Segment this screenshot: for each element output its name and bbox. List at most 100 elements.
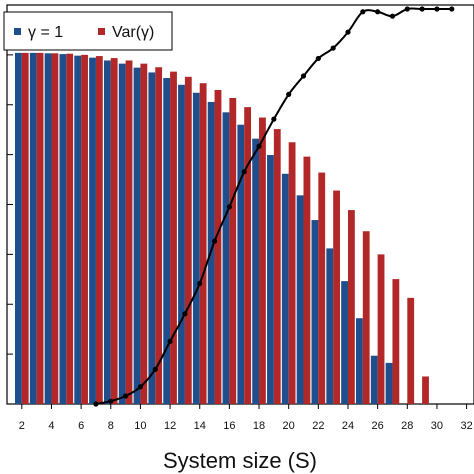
line-point-23 [330,45,336,51]
bar-var-7 [95,56,103,404]
line-point-14 [197,280,203,287]
line-point-28 [404,6,410,12]
x-tick-label-26: 26 [372,420,384,432]
bar-var-11 [155,67,163,405]
bar-var-16 [229,97,237,404]
axes: 2 4 6 8 10 12 14 16 18 20 22 24 26 28 30 32 [7,54,473,432]
legend-swatch-1 [98,28,105,35]
line-point-17 [241,169,247,175]
bar-var-13 [184,76,192,404]
legend-label-0: γ = 1 [28,24,63,41]
line-point-8 [108,398,114,404]
line-point-21 [300,73,307,79]
bar-gamma1-24 [341,281,348,404]
bar-var-2 [21,52,29,404]
x-tick-label-28: 28 [401,420,413,432]
bar-var-28 [407,297,415,404]
bar-gamma1-16 [222,112,230,404]
legend: γ = 1 Var(γ) [3,11,173,51]
x-tick-label-18: 18 [253,420,265,432]
line-point-13 [182,311,188,317]
line-point-31 [449,6,455,12]
bar-var-21 [303,156,311,404]
bar-var-29 [422,376,429,404]
bar-var-5 [66,53,74,405]
x-tick-label-6: 6 [78,420,84,432]
bar-var-17 [244,107,252,404]
bar-gamma1-25 [355,318,363,404]
bar-var-10 [140,63,148,405]
x-tick-label-22: 22 [312,420,324,432]
line-point-10 [137,384,144,390]
x-tick-label-30: 30 [431,420,443,432]
bar-gamma1-13 [178,84,185,405]
bar-var-24 [347,210,355,404]
bar-gamma1-23 [326,248,334,404]
line-point-9 [123,393,129,399]
x-tick-label-24: 24 [342,420,354,432]
bar-var-27 [392,279,400,404]
bar-var-8 [110,58,118,404]
line-point-26 [375,9,381,15]
bar-var-4 [51,53,59,404]
legend-box [3,11,173,51]
bar-gamma1-18 [252,138,260,404]
line-point-29 [419,6,425,12]
bar-var-3 [36,52,44,404]
bar-var-25 [362,231,370,404]
line-point-7 [93,401,99,407]
line-series [93,6,455,407]
bar-gamma1-19 [267,155,274,404]
line-point-20 [286,91,292,97]
line-point-22 [315,55,321,62]
bar-var-18 [259,117,266,405]
bar-var-12 [170,71,177,404]
bar-gamma1-11 [148,72,156,405]
bar-gamma1-21 [296,195,304,404]
x-tick-label-8: 8 [108,420,114,432]
bar-gamma1-20 [281,173,289,404]
bar-var-26 [377,254,385,405]
x-axis-title: System size (S) [163,448,317,473]
bar-var-22 [318,172,326,404]
line-point-15 [211,238,218,244]
bar-var-20 [288,142,296,404]
bar-var-14 [199,83,207,404]
x-tick-label-32: 32 [460,420,472,432]
bar-gamma1-4 [44,53,52,404]
bars [15,52,429,405]
bar-gamma1-22 [311,220,319,404]
bar-gamma1-26 [370,355,378,404]
bar-var-15 [214,89,222,405]
bar-gamma1-17 [237,124,245,404]
bar-var-6 [81,54,88,405]
legend-label-1: Var(γ) [112,24,154,41]
bar-var-23 [333,190,340,404]
line-point-18 [256,143,262,149]
line-point-25 [360,9,366,15]
line-point-24 [345,29,351,35]
line-point-12 [167,338,173,344]
bar-gamma1-9 [118,63,126,405]
x-tick-label-2: 2 [19,420,25,432]
line-point-11 [152,366,158,372]
x-tick-label-4: 4 [48,420,54,432]
x-tick-label-16: 16 [223,420,235,432]
legend-swatch-0 [14,28,21,35]
bar-gamma1-10 [133,67,141,404]
x-tick-label-20: 20 [283,420,295,432]
bar-var-19 [273,129,281,404]
line-point-30 [434,6,440,12]
bar-gamma1-5 [59,54,67,404]
bar-gamma1-12 [163,78,171,405]
bar-gamma1-2 [15,52,22,404]
bar-gamma1-3 [29,52,37,404]
bar-gamma1-6 [74,55,82,405]
line-point-16 [226,204,232,210]
bar-gamma1-8 [103,60,111,405]
bar-gamma1-14 [192,92,200,404]
line-point-19 [271,116,277,122]
bar-gamma1-7 [89,57,96,405]
x-tick-label-10: 10 [134,420,146,432]
